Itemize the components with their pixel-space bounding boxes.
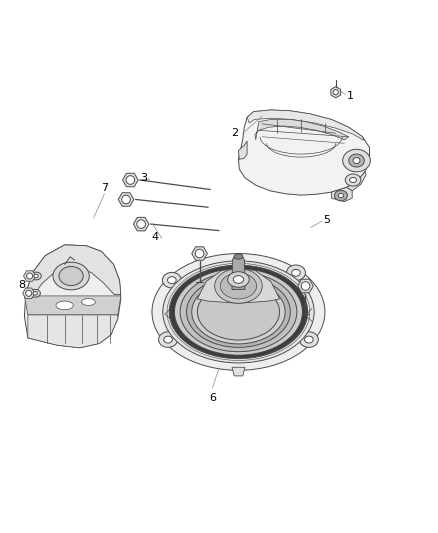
- Ellipse shape: [304, 336, 313, 343]
- Ellipse shape: [333, 90, 338, 95]
- Ellipse shape: [233, 276, 244, 284]
- Ellipse shape: [215, 269, 262, 303]
- Ellipse shape: [292, 269, 300, 276]
- Ellipse shape: [198, 284, 279, 340]
- Ellipse shape: [301, 281, 310, 290]
- Ellipse shape: [81, 298, 95, 305]
- Ellipse shape: [174, 269, 303, 355]
- Polygon shape: [198, 268, 279, 303]
- Polygon shape: [332, 188, 352, 201]
- Ellipse shape: [122, 195, 131, 204]
- Ellipse shape: [338, 193, 343, 198]
- Text: 4: 4: [152, 232, 159, 242]
- Ellipse shape: [169, 265, 307, 359]
- Ellipse shape: [187, 277, 290, 348]
- Ellipse shape: [27, 273, 32, 279]
- Ellipse shape: [345, 174, 361, 186]
- Polygon shape: [232, 256, 245, 289]
- Ellipse shape: [286, 265, 305, 280]
- Text: 8: 8: [18, 280, 25, 289]
- Ellipse shape: [343, 149, 371, 172]
- Ellipse shape: [152, 254, 325, 370]
- Polygon shape: [25, 296, 121, 315]
- Ellipse shape: [350, 177, 357, 183]
- Ellipse shape: [168, 277, 176, 284]
- Polygon shape: [25, 245, 121, 348]
- Polygon shape: [28, 315, 118, 348]
- Ellipse shape: [137, 220, 145, 229]
- Ellipse shape: [34, 274, 38, 278]
- Ellipse shape: [192, 280, 285, 344]
- Ellipse shape: [126, 176, 134, 184]
- Ellipse shape: [53, 262, 89, 290]
- Ellipse shape: [353, 158, 360, 164]
- Ellipse shape: [30, 289, 40, 297]
- Ellipse shape: [59, 266, 83, 286]
- Ellipse shape: [228, 272, 249, 287]
- Polygon shape: [346, 172, 366, 191]
- Polygon shape: [232, 367, 245, 376]
- Polygon shape: [238, 110, 370, 195]
- Polygon shape: [26, 245, 121, 295]
- Ellipse shape: [33, 292, 37, 295]
- Polygon shape: [238, 141, 247, 159]
- Text: 5: 5: [323, 215, 330, 225]
- Ellipse shape: [164, 336, 173, 343]
- Text: 1: 1: [346, 91, 353, 101]
- Polygon shape: [255, 119, 349, 140]
- Ellipse shape: [31, 272, 41, 280]
- Ellipse shape: [349, 154, 364, 167]
- Ellipse shape: [162, 272, 181, 288]
- Ellipse shape: [180, 272, 297, 352]
- Ellipse shape: [220, 273, 257, 299]
- Ellipse shape: [213, 342, 220, 347]
- Ellipse shape: [335, 190, 347, 201]
- Ellipse shape: [195, 249, 204, 258]
- Text: 2: 2: [231, 128, 238, 138]
- Ellipse shape: [26, 290, 32, 296]
- Text: 7: 7: [101, 183, 108, 193]
- Ellipse shape: [56, 301, 73, 310]
- Ellipse shape: [163, 261, 314, 363]
- Text: 3: 3: [141, 173, 148, 183]
- Text: 6: 6: [209, 393, 216, 403]
- Ellipse shape: [234, 254, 243, 259]
- Polygon shape: [247, 110, 364, 140]
- Ellipse shape: [159, 332, 177, 348]
- Ellipse shape: [299, 332, 318, 348]
